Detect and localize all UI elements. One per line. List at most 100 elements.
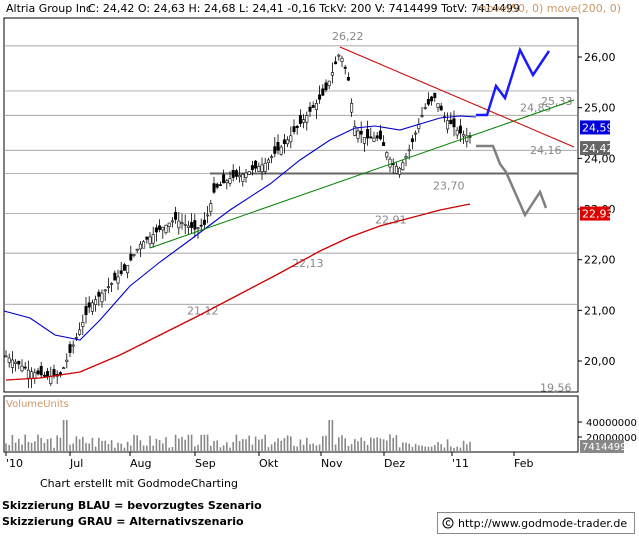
volume-bar [344, 438, 346, 452]
ma-legend: move(50, 0) move(200, 0) [476, 2, 621, 15]
price-marker-label-0: 24,59 [582, 121, 614, 134]
volume-bar [318, 444, 321, 452]
volume-bar [78, 439, 81, 452]
volume-bar [418, 445, 420, 452]
candle-body [250, 165, 254, 171]
candle [346, 72, 350, 82]
vol-last-marker [580, 440, 624, 453]
candle [170, 217, 174, 228]
candle [97, 289, 101, 307]
candle-body [398, 167, 402, 175]
volume-bar [120, 443, 122, 452]
candle [196, 226, 200, 239]
volume-bar [325, 435, 327, 452]
candle-body [26, 369, 30, 379]
volume-bar [440, 444, 442, 452]
price-marker-label-2: 22,93 [582, 208, 614, 221]
candlesticks [4, 53, 472, 389]
volume-bar [43, 442, 46, 452]
candle [462, 130, 466, 145]
candle-body [218, 184, 222, 186]
candle [234, 168, 238, 180]
candle [298, 109, 302, 128]
volume-bar [40, 437, 42, 452]
volume-bar [18, 438, 20, 452]
candle [378, 124, 382, 141]
candle [78, 322, 82, 336]
candle [20, 359, 24, 373]
volume-bar [338, 437, 340, 452]
volume-bar [11, 434, 14, 452]
volume-bar [98, 437, 100, 452]
level-label-0: 26,22 [332, 30, 364, 43]
volume-bar [117, 442, 119, 452]
candle-body [68, 344, 72, 353]
copyright-icon [442, 517, 454, 529]
candle [398, 166, 402, 178]
candle-body [14, 361, 18, 364]
candle [238, 166, 242, 183]
candle-body [423, 107, 427, 109]
candle-body [87, 302, 91, 308]
candle-body [154, 227, 158, 233]
candle-body [321, 88, 325, 96]
candle [302, 113, 306, 129]
candle [410, 135, 414, 150]
candle [439, 102, 443, 111]
volume-bar [146, 445, 148, 452]
price-marker-1 [580, 141, 610, 156]
candle-body [375, 135, 379, 139]
volume-bar [88, 443, 90, 452]
candle-body [410, 138, 414, 143]
y-tick-label-1: 25,00 [584, 102, 616, 115]
candle [327, 80, 331, 90]
candle [247, 171, 251, 176]
candle-body [199, 224, 203, 227]
candle [7, 353, 11, 368]
candle-body [39, 366, 43, 376]
source-url[interactable]: http://www.godmode-trader.de [458, 516, 628, 530]
volume-bar [114, 447, 116, 452]
volume-bar [462, 440, 465, 452]
candle [138, 241, 142, 257]
candle [289, 126, 293, 149]
price-marker-0 [580, 120, 610, 135]
candle [90, 299, 94, 315]
candle [106, 277, 110, 294]
candle-body [78, 329, 82, 335]
volume-bar [398, 447, 401, 452]
candle [295, 124, 299, 135]
volume-bar [254, 436, 257, 452]
candle [116, 269, 120, 291]
candle-body [138, 243, 142, 250]
volume-bar [264, 434, 266, 452]
volume-bar [270, 444, 273, 452]
y-tick-label-2: 24,00 [584, 152, 616, 165]
candle-body [110, 283, 114, 285]
candle-body [279, 146, 283, 155]
volume-bar [405, 442, 407, 452]
candle-body [158, 225, 162, 230]
volume-bar [216, 440, 218, 452]
price-marker-2 [580, 206, 610, 221]
candle [369, 127, 373, 139]
volume-bar [315, 445, 318, 452]
candle-body [122, 264, 126, 271]
volume-bar [360, 437, 362, 452]
candle [458, 118, 462, 142]
candle [401, 159, 405, 171]
quote-line: C: 24,42 O: 24,63 H: 24,68 L: 24,41 -0,1… [88, 2, 520, 15]
volume-bar [178, 438, 180, 452]
candle [110, 282, 114, 292]
candle [84, 297, 88, 324]
candle-body [414, 132, 418, 135]
candle [436, 103, 440, 113]
volume-bar [53, 447, 55, 452]
source-url-box[interactable]: http://www.godmode-trader.de [437, 512, 635, 534]
volume-bar [261, 439, 263, 452]
candle [250, 160, 254, 176]
candle [279, 144, 283, 156]
candle-body [49, 375, 53, 384]
volume-bar [37, 434, 39, 452]
